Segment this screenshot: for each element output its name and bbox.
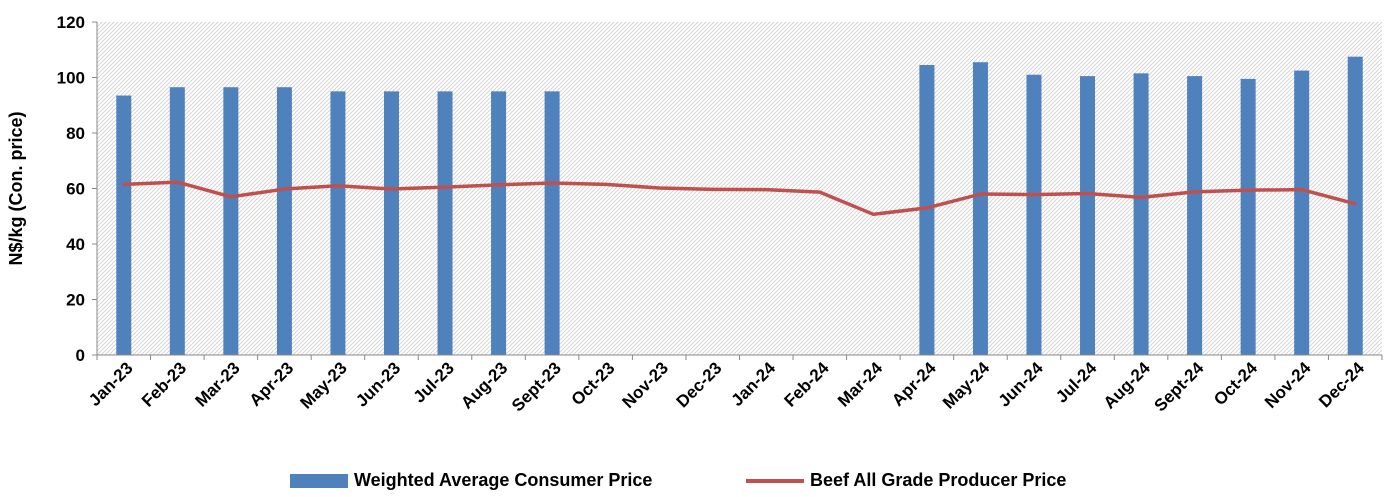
point-producer-price <box>764 188 768 192</box>
y-tick-label: 0 <box>76 346 85 365</box>
bar-consumer-price <box>383 91 399 355</box>
x-tick-label: Feb-24 <box>780 358 833 411</box>
x-tick-label: Sept-24 <box>1151 358 1208 415</box>
legend-bar-swatch <box>290 473 348 488</box>
point-producer-price <box>657 186 661 190</box>
point-producer-price <box>711 187 715 191</box>
point-producer-price <box>175 180 179 184</box>
point-producer-price <box>925 206 929 210</box>
bar-consumer-price <box>223 87 239 356</box>
chart-canvas: 0 20 40 60 80 100 120 Jan-23 Feb-23 Mar-23 Apr-23… <box>6 13 1383 415</box>
bar-consumer-price <box>1026 74 1042 355</box>
y-tick-label: 20 <box>66 291 85 310</box>
point-producer-price <box>229 195 233 199</box>
x-tick-label: Nov-23 <box>618 358 672 412</box>
x-tick-label: Dec-24 <box>1315 358 1368 411</box>
point-producer-price <box>550 181 554 185</box>
y-tick-label: 60 <box>66 180 85 199</box>
legend-label-producer-price: Beef All Grade Producer Price <box>810 470 1067 490</box>
point-producer-price <box>871 212 875 216</box>
x-tick-label: Jul-23 <box>410 358 458 406</box>
point-producer-price <box>604 182 608 186</box>
point-producer-price <box>1300 188 1304 192</box>
y-axis-title: N$/kg (Con. price) <box>6 111 26 265</box>
bar-consumer-price <box>544 91 560 355</box>
point-producer-price <box>1353 202 1357 206</box>
point-producer-price <box>978 192 982 196</box>
x-tick-label: Sept-23 <box>508 358 565 415</box>
legend-line-swatch <box>746 478 804 483</box>
point-producer-price <box>282 187 286 191</box>
x-tick-label: Jun-23 <box>352 358 404 410</box>
bar-consumer-price <box>1080 76 1096 356</box>
bar-consumer-price <box>919 65 935 355</box>
point-producer-price <box>1086 191 1090 195</box>
bar-consumer-price <box>437 91 453 355</box>
point-producer-price <box>443 185 447 189</box>
bar-consumer-price <box>1187 76 1203 356</box>
point-producer-price <box>122 182 126 186</box>
legend-item-consumer-price: Weighted Average Consumer Price <box>290 470 652 491</box>
bar-consumer-price <box>169 87 185 356</box>
point-producer-price <box>1032 193 1036 197</box>
x-tick-label: Apr-23 <box>246 358 298 410</box>
x-tick-label: Jul-24 <box>1052 358 1101 407</box>
bar-consumer-price <box>972 62 988 356</box>
point-producer-price <box>497 183 501 187</box>
x-tick-label: May-24 <box>939 358 994 413</box>
legend: Weighted Average Consumer Price Beef All… <box>0 470 1388 494</box>
point-producer-price <box>389 187 393 191</box>
x-tick-label: May-23 <box>297 358 351 412</box>
x-tick-label: Jun-24 <box>995 358 1048 411</box>
bar-consumer-price <box>1294 70 1310 355</box>
x-tick-label: Jan-24 <box>728 358 780 410</box>
x-tick-label: Mar-24 <box>834 358 887 411</box>
x-tick-label: Apr-24 <box>888 358 940 410</box>
x-tick-label: Oct-23 <box>568 358 619 409</box>
line-producer-price <box>123 180 1356 217</box>
bar-consumer-price <box>116 95 132 355</box>
y-tick-label: 40 <box>66 235 85 254</box>
bar-consumer-price <box>330 91 346 355</box>
x-tick-label: Aug-23 <box>457 358 511 412</box>
y-tick-label: 120 <box>57 13 85 32</box>
legend-label-consumer-price: Weighted Average Consumer Price <box>354 470 653 490</box>
x-tick-label: Jan-23 <box>85 358 137 410</box>
bar-consumer-price <box>1133 73 1149 356</box>
x-tick-label: Feb-23 <box>138 358 190 410</box>
point-producer-price <box>818 190 822 194</box>
bar-consumer-price <box>276 87 292 356</box>
point-producer-price <box>1139 195 1143 199</box>
x-tick-label: Aug-24 <box>1100 358 1155 413</box>
bar-consumer-price <box>1347 56 1363 355</box>
point-producer-price <box>336 184 340 188</box>
x-tick-label: Oct-24 <box>1210 358 1261 409</box>
point-producer-price <box>1246 188 1250 192</box>
x-tick-label: Dec-23 <box>673 358 726 411</box>
y-tick-label: 100 <box>57 69 85 88</box>
x-tick-label: Mar-23 <box>191 358 243 410</box>
bar-consumer-price <box>1240 78 1256 355</box>
bar-consumer-price <box>491 91 507 355</box>
point-producer-price <box>1193 190 1197 194</box>
legend-item-producer-price: Beef All Grade Producer Price <box>746 470 1066 491</box>
x-tick-label: Nov-24 <box>1261 358 1315 412</box>
y-tick-label: 80 <box>66 124 85 143</box>
